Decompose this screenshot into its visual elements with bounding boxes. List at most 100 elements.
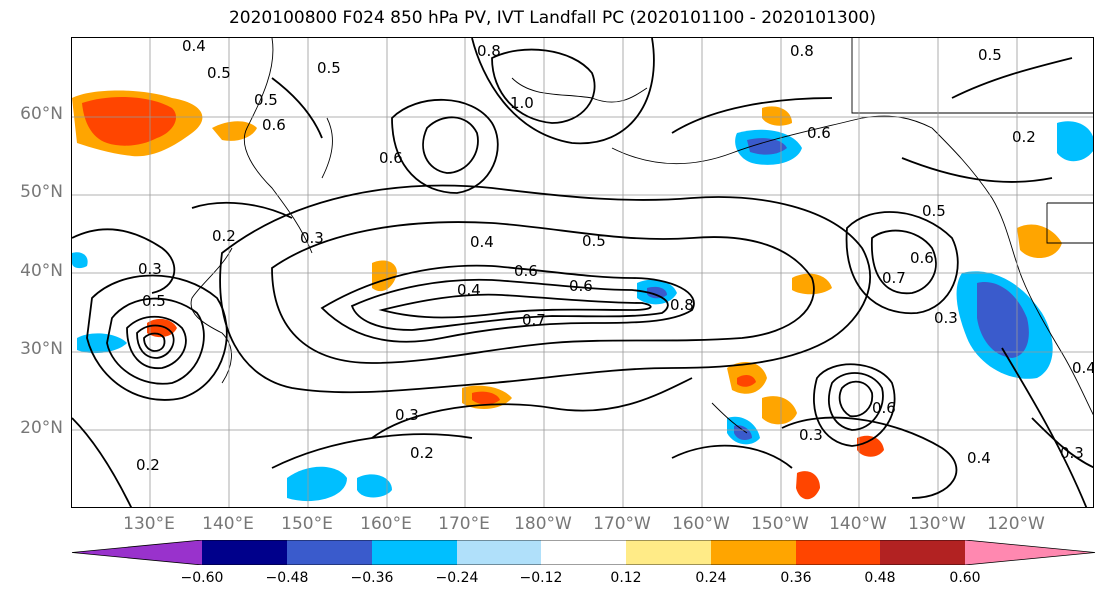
negative-anomaly-california-core xyxy=(977,282,1029,358)
lat-label-60n: 60°N xyxy=(20,104,63,124)
negative-anomaly-midpac-core xyxy=(647,286,667,299)
colorbar-tick: −0.12 xyxy=(519,570,563,586)
colorbar-tick: −0.36 xyxy=(350,570,394,586)
coastlines xyxy=(190,38,1093,434)
contour-label: 0.4 xyxy=(967,449,991,467)
colorbar-segment xyxy=(202,540,287,565)
contour-label: 0.3 xyxy=(300,229,324,247)
positive-anomaly-gulf xyxy=(762,106,792,126)
contour-label: 0.3 xyxy=(138,260,162,278)
colorbar-extend-min xyxy=(72,540,202,565)
positive-anomaly-east-pac-core xyxy=(737,374,756,387)
lon-label-130w: 130°W xyxy=(908,514,966,534)
lon-label-160w: 160°W xyxy=(672,514,730,534)
contour-label: 0.5 xyxy=(254,91,278,109)
negative-anomaly-west xyxy=(77,333,127,354)
contour-label: 0.6 xyxy=(379,149,403,167)
contour-label: 0.3 xyxy=(934,309,958,327)
contour-label: 0.8 xyxy=(790,42,814,60)
colorbar-tick: −0.48 xyxy=(265,570,309,586)
colorbar-segment xyxy=(372,540,457,565)
positive-anomaly-aleutian xyxy=(792,273,832,295)
contour-label: 0.5 xyxy=(922,202,946,220)
lon-label-160e: 160°E xyxy=(360,514,412,534)
lat-label-20n: 20°N xyxy=(20,418,63,438)
contour-label: 0.6 xyxy=(569,277,593,295)
colorbar-tick: 0.60 xyxy=(949,570,981,586)
contour-label: 0.6 xyxy=(910,249,934,267)
positive-anomaly-okhotsk xyxy=(212,121,257,141)
negative-anomaly-south1 xyxy=(287,466,347,502)
contour-label: 0.6 xyxy=(872,399,896,417)
negative-anomaly-gulf-core xyxy=(747,138,787,155)
contour-label: 0.5 xyxy=(978,46,1002,64)
contour-label: 0.6 xyxy=(514,262,538,280)
negative-anomaly-pnw xyxy=(1057,121,1093,162)
colorbar-tick: 0.24 xyxy=(695,570,727,586)
positive-anomaly-hawaii xyxy=(762,396,797,425)
contour-label: 0.2 xyxy=(212,227,236,245)
lon-label-170w: 170°W xyxy=(593,514,651,534)
contour-label: 0.4 xyxy=(470,233,494,251)
colorbar-tick: 0.48 xyxy=(864,570,896,586)
pv-contours xyxy=(72,38,1093,507)
contour-label: 0.2 xyxy=(1012,128,1036,146)
contour-labels: 0.4 0.5 0.5 0.8 1.0 0.8 0.5 0.2 0.5 0.6 … xyxy=(136,38,1094,474)
positive-anomaly-typhoon xyxy=(147,318,177,338)
positive-anomaly-baja xyxy=(857,435,884,457)
contour-label: 0.3 xyxy=(799,426,823,444)
colorbar-tick: −0.60 xyxy=(180,570,224,586)
contour-label: 1.0 xyxy=(510,94,534,112)
contour-label: 0.2 xyxy=(136,456,160,474)
colorbar-outline xyxy=(71,540,1096,565)
colorbar-segment xyxy=(880,540,965,565)
contour-label: 0.4 xyxy=(1072,359,1094,377)
lat-label-30n: 30°N xyxy=(20,339,63,359)
contour-label: 0.8 xyxy=(477,42,501,60)
contour-label: 0.5 xyxy=(142,292,166,310)
contour-label: 0.5 xyxy=(582,232,606,250)
colorbar-tick: 0.36 xyxy=(780,570,812,586)
contour-label: 0.3 xyxy=(395,406,419,424)
contour-label: 0.6 xyxy=(262,116,286,134)
contour-label: 0.4 xyxy=(182,38,206,55)
contour-label: 0.7 xyxy=(522,311,546,329)
negative-anomaly-hawaii-core xyxy=(734,425,752,441)
contour-label: 0.5 xyxy=(207,64,231,82)
colorbar-tick: 0.12 xyxy=(610,570,642,586)
positive-anomaly-south xyxy=(796,471,820,500)
negative-anomaly-west2 xyxy=(72,252,88,269)
lon-label-180w: 180°W xyxy=(514,514,572,534)
positive-anomaly-midpac-core xyxy=(472,391,500,405)
colorbar-segment xyxy=(626,540,711,565)
positive-anomaly-japan xyxy=(372,260,397,292)
contour-label: 0.8 xyxy=(670,296,694,314)
map-title: 2020100800 F024 850 hPa PV, IVT Landfall… xyxy=(228,8,876,28)
colorbar-tick: −0.24 xyxy=(435,570,479,586)
contour-label: 0.4 xyxy=(457,281,481,299)
lon-label-140e: 140°E xyxy=(202,514,254,534)
lon-label-150e: 150°E xyxy=(281,514,333,534)
lon-label-120w: 120°W xyxy=(987,514,1045,534)
lon-label-170e: 170°E xyxy=(438,514,490,534)
positive-anomaly-kamchatka-core xyxy=(82,96,177,146)
lon-label-130e: 130°E xyxy=(123,514,175,534)
contour-label: 0.3 xyxy=(1060,444,1084,462)
colorbar xyxy=(71,540,1096,565)
shaded-anomalies xyxy=(72,90,1093,502)
lat-label-40n: 40°N xyxy=(20,261,63,281)
map-panel: 0.4 0.5 0.5 0.8 1.0 0.8 0.5 0.2 0.5 0.6 … xyxy=(71,37,1094,508)
contour-label: 0.7 xyxy=(882,269,906,287)
graticule xyxy=(72,38,1093,507)
colorbar-segment xyxy=(457,540,541,565)
positive-anomaly-canada xyxy=(1017,224,1062,259)
contour-label: 0.6 xyxy=(807,124,831,142)
contour-label: 0.5 xyxy=(317,59,341,77)
lon-label-150w: 150°W xyxy=(751,514,809,534)
colorbar-segment xyxy=(541,540,626,565)
colorbar-segment xyxy=(287,540,372,565)
lon-label-140w: 140°W xyxy=(829,514,887,534)
colorbar-segment xyxy=(796,540,880,565)
lat-label-50n: 50°N xyxy=(20,182,63,202)
colorbar-extend-max xyxy=(965,540,1095,565)
